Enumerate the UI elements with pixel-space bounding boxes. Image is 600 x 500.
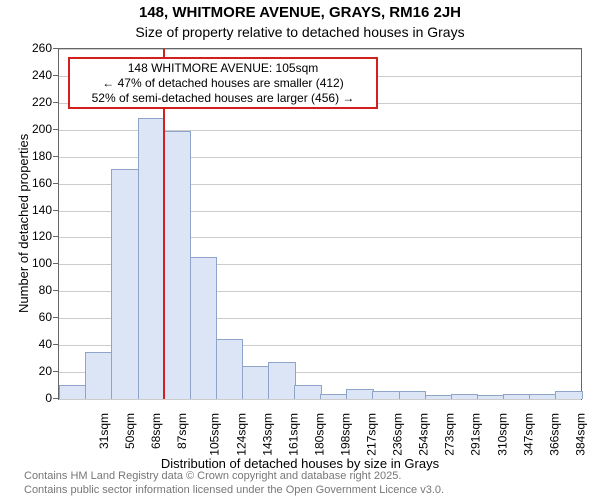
x-tick-label: 217sqm (365, 413, 379, 456)
bar (294, 385, 322, 399)
x-tick-label: 124sqm (234, 413, 248, 456)
y-tick-label: 220 (0, 95, 52, 109)
bar (346, 389, 374, 399)
bar (164, 131, 192, 399)
gridline (59, 399, 581, 400)
y-tick-label: 20 (0, 364, 52, 378)
y-tick-label: 240 (0, 68, 52, 82)
bar (529, 394, 557, 399)
bar (85, 352, 113, 399)
y-tick-label: 40 (0, 337, 52, 351)
y-tick-label: 0 (0, 391, 52, 405)
x-tick-label: 347sqm (521, 413, 535, 456)
bar (503, 394, 531, 399)
gridline (59, 49, 581, 50)
bar (320, 394, 348, 399)
footer-line-2: Contains public sector information licen… (24, 484, 444, 496)
x-tick-label: 310sqm (495, 413, 509, 456)
annotation-line-3: 52% of semi-detached houses are larger (… (76, 91, 370, 106)
bar (372, 391, 400, 399)
bar (216, 339, 244, 399)
annotation-line-2: ← 47% of detached houses are smaller (41… (76, 76, 370, 91)
y-tick-label: 120 (0, 229, 52, 243)
y-tick-label: 60 (0, 310, 52, 324)
y-tick-label: 140 (0, 203, 52, 217)
bar (138, 118, 166, 399)
x-tick-label: 291sqm (469, 413, 483, 456)
x-tick-label: 198sqm (339, 413, 353, 456)
y-tick-label: 100 (0, 256, 52, 270)
x-tick-label: 161sqm (286, 413, 300, 456)
y-tick-label: 180 (0, 149, 52, 163)
bar (425, 395, 453, 399)
x-tick-label: 50sqm (123, 413, 137, 449)
x-tick-label: 254sqm (417, 413, 431, 456)
bar (59, 385, 87, 399)
x-tick-label: 87sqm (175, 413, 189, 449)
x-tick-label: 68sqm (149, 413, 163, 449)
x-tick-label: 273sqm (443, 413, 457, 456)
x-tick-label: 236sqm (391, 413, 405, 456)
chart-container: 148, WHITMORE AVENUE, GRAYS, RM16 2JH Si… (0, 0, 600, 500)
x-tick-label: 384sqm (574, 413, 588, 456)
x-axis-label: Distribution of detached houses by size … (0, 456, 600, 471)
chart-subtitle: Size of property relative to detached ho… (0, 24, 600, 40)
bar (268, 362, 296, 399)
bar (242, 366, 270, 399)
x-tick-label: 31sqm (97, 413, 111, 449)
bar (111, 169, 139, 399)
x-tick-label: 105sqm (208, 413, 222, 456)
y-tick-label: 80 (0, 283, 52, 297)
y-tick-label: 260 (0, 41, 52, 55)
x-tick-label: 366sqm (547, 413, 561, 456)
y-tick-label: 200 (0, 122, 52, 136)
bar (555, 391, 583, 399)
bar (399, 391, 427, 399)
x-tick-label: 143sqm (260, 413, 274, 456)
bar (477, 395, 505, 399)
bar (451, 394, 479, 399)
annotation-box: 148 WHITMORE AVENUE: 105sqm ← 47% of det… (68, 57, 378, 109)
bar (190, 257, 218, 399)
footer-line-1: Contains HM Land Registry data © Crown c… (24, 470, 401, 482)
y-tick-label: 160 (0, 176, 52, 190)
x-tick-label: 180sqm (313, 413, 327, 456)
chart-title: 148, WHITMORE AVENUE, GRAYS, RM16 2JH (0, 4, 600, 21)
annotation-line-1: 148 WHITMORE AVENUE: 105sqm (76, 61, 370, 76)
